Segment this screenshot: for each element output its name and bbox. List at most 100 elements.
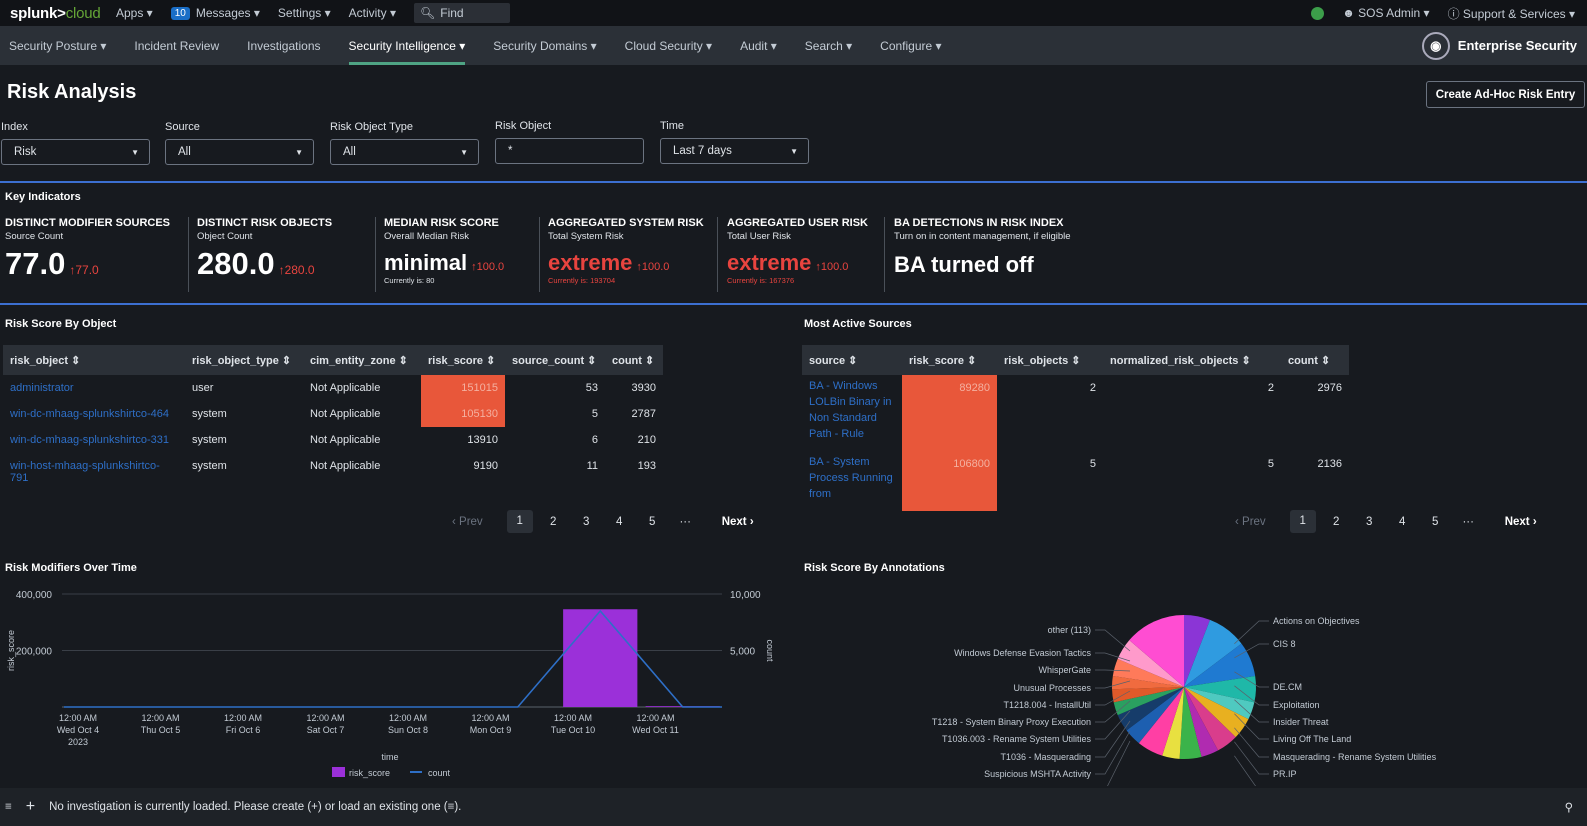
col-risk-score[interactable]: risk_score ⇕ bbox=[902, 345, 997, 375]
x-tick-label: 12:00 AM Wed Oct 11 bbox=[632, 713, 679, 735]
pie-leader-line bbox=[1095, 669, 1131, 672]
messages-menu[interactable]: 10 Messages ▾ bbox=[170, 6, 260, 20]
kpi-current: Currently is: 167376 bbox=[727, 276, 795, 285]
nav-investigations[interactable]: Investigations bbox=[247, 38, 321, 53]
col-count[interactable]: count ⇕ bbox=[605, 345, 663, 375]
risk-score-cell: 9190 bbox=[473, 460, 498, 472]
col-normalized-risk-objects[interactable]: normalized_risk_objects ⇕ bbox=[1103, 345, 1281, 375]
kpi-value-wrap: minimal ↑100.0 bbox=[384, 250, 504, 276]
add-icon[interactable]: + bbox=[25, 798, 36, 815]
nav-security-intelligence[interactable]: Security Intelligence ▾ bbox=[335, 26, 480, 65]
col-risk-object-type[interactable]: risk_object_type ⇕ bbox=[185, 345, 303, 375]
prev-page-button[interactable]: ‹ Prev bbox=[452, 515, 483, 528]
page-1-button[interactable]: 1 bbox=[506, 510, 533, 533]
col-count[interactable]: count ⇕ bbox=[1281, 345, 1349, 375]
cell: 5 bbox=[1089, 458, 1096, 470]
page-5-button[interactable]: 5 bbox=[1431, 515, 1439, 528]
source-link[interactable]: BA - System Process Running from bbox=[809, 456, 893, 500]
next-page-button[interactable]: Next › bbox=[721, 515, 754, 528]
table-row: administrator user Not Applicable 151015… bbox=[3, 375, 663, 401]
risk-object-input[interactable]: * bbox=[495, 138, 644, 164]
more-pages[interactable]: ··· bbox=[1462, 515, 1474, 528]
col-risk-object[interactable]: risk_object ⇕ bbox=[3, 345, 185, 375]
apps-menu[interactable]: Apps ▾ bbox=[116, 6, 153, 20]
kpi-distinct-risk-objects[interactable]: DISTINCT RISK OBJECTS Object Count 280.0… bbox=[197, 217, 332, 295]
activity-menu[interactable]: Activity ▾ bbox=[348, 6, 396, 20]
risk-score-cell: 105130 bbox=[421, 401, 505, 427]
cell: 5 bbox=[1267, 458, 1274, 470]
kpi-ba-detections[interactable]: BA DETECTIONS IN RISK INDEX Turn on in c… bbox=[894, 217, 1071, 295]
legend-swatch-risk-score bbox=[332, 767, 345, 777]
settings-menu[interactable]: Settings ▾ bbox=[277, 6, 331, 20]
pie-slice bbox=[1184, 675, 1256, 703]
cell: 2 bbox=[1267, 382, 1274, 394]
page-2-button[interactable]: 2 bbox=[549, 515, 557, 528]
source-select[interactable]: All ▼ bbox=[165, 139, 314, 165]
cell: 210 bbox=[637, 434, 656, 446]
zoom-icon[interactable]: ⚲ bbox=[1564, 802, 1573, 814]
page-3-button[interactable]: 3 bbox=[582, 515, 590, 528]
nav-security-domains[interactable]: Security Domains ▾ bbox=[493, 38, 597, 53]
kpi-median-risk-score[interactable]: MEDIAN RISK SCORE Overall Median Risk mi… bbox=[384, 217, 504, 295]
index-select[interactable]: Risk ▼ bbox=[1, 139, 150, 165]
risk-object-pager: ‹ Prev 1 2 3 4 5 ··· Next › bbox=[452, 510, 754, 533]
more-pages[interactable]: ··· bbox=[679, 515, 691, 528]
user-menu[interactable]: ☻ SOS Admin ▾ bbox=[1342, 6, 1429, 20]
prev-label: Prev bbox=[459, 515, 483, 528]
kpi-aggregated-system-risk[interactable]: AGGREGATED SYSTEM RISK Total System Risk… bbox=[548, 217, 704, 295]
col-risk-objects[interactable]: risk_objects ⇕ bbox=[997, 345, 1103, 375]
prev-page-button[interactable]: ‹ Prev bbox=[1235, 515, 1266, 528]
kpi-aggregated-user-risk[interactable]: AGGREGATED USER RISK Total User Risk ext… bbox=[727, 217, 868, 295]
nav-incident-review[interactable]: Incident Review bbox=[134, 38, 220, 53]
next-page-button[interactable]: Next › bbox=[1504, 515, 1537, 528]
page-4-button[interactable]: 4 bbox=[1398, 515, 1406, 528]
nav-cloud-security[interactable]: Cloud Security ▾ bbox=[624, 38, 713, 53]
risk-object-link[interactable]: win-dc-mhaag-splunkshirtco-331 bbox=[10, 434, 169, 446]
pie-leader-line bbox=[1234, 685, 1269, 706]
health-status-icon[interactable] bbox=[1311, 6, 1325, 20]
find-input[interactable]: 🔍︎ Find bbox=[414, 3, 510, 23]
col-source-count[interactable]: source_count ⇕ bbox=[505, 345, 605, 375]
page-3-button[interactable]: 3 bbox=[1365, 515, 1373, 528]
page-2-button[interactable]: 2 bbox=[1332, 515, 1340, 528]
pie-label: T1036.003 - Rename System Utilities bbox=[942, 734, 1092, 744]
kpi-subtitle: Turn on in content management, if eligib… bbox=[894, 231, 1071, 242]
pie-label: Exploitation bbox=[1273, 700, 1320, 710]
search-icon: 🔍︎ bbox=[420, 6, 436, 20]
x-tick-label: 12:00 AM Thu Oct 5 bbox=[141, 713, 181, 735]
source-link[interactable]: BA - Windows LOLBin Binary in Non Standa… bbox=[809, 380, 892, 440]
page-5-button[interactable]: 5 bbox=[648, 515, 656, 528]
pie-leader-line bbox=[1234, 755, 1256, 786]
nav-audit[interactable]: Audit ▾ bbox=[740, 38, 777, 53]
col-source[interactable]: source ⇕ bbox=[802, 345, 902, 375]
user-icon: ☻ bbox=[1342, 6, 1355, 20]
col-cim-entity-zone[interactable]: cim_entity_zone ⇕ bbox=[303, 345, 421, 375]
kpi-subtitle: Total System Risk bbox=[548, 231, 624, 242]
risk-object-link[interactable]: win-host-mhaag-splunkshirtco-791 bbox=[10, 460, 160, 484]
risk-object-link[interactable]: administrator bbox=[10, 382, 74, 394]
splunk-logo[interactable]: splunk>cloud bbox=[0, 5, 116, 22]
messages-label: Messages ▾ bbox=[195, 6, 260, 20]
nav-configure[interactable]: Configure ▾ bbox=[880, 38, 942, 53]
line-count bbox=[64, 609, 722, 708]
cell: 2976 bbox=[1317, 382, 1342, 394]
support-menu[interactable]: ⓘ Support & Services ▾ bbox=[1448, 5, 1575, 22]
time-range-picker[interactable]: Last 7 days ▼ bbox=[660, 138, 809, 164]
cell: Not Applicable bbox=[310, 434, 381, 446]
cell: Not Applicable bbox=[310, 408, 381, 420]
create-adhoc-risk-entry-button[interactable]: Create Ad-Hoc Risk Entry bbox=[1426, 81, 1585, 108]
page-4-button[interactable]: 4 bbox=[615, 515, 623, 528]
pie-label: Suspicious MSHTA Activity bbox=[984, 769, 1091, 779]
kpi-distinct-modifier-sources[interactable]: DISTINCT MODIFIER SOURCES Source Count 7… bbox=[5, 217, 170, 295]
nav-security-posture[interactable]: Security Posture ▾ bbox=[9, 38, 107, 53]
risk-score-cell: 151015 bbox=[421, 375, 505, 401]
pie-label: Windows Defense Evasion Tactics bbox=[954, 648, 1091, 658]
nav-search[interactable]: Search ▾ bbox=[804, 38, 853, 53]
menu-icon[interactable]: ≡ bbox=[5, 801, 12, 813]
risk-object-link[interactable]: win-dc-mhaag-splunkshirtco-464 bbox=[10, 408, 169, 420]
col-risk-score[interactable]: risk_score ⇕ bbox=[421, 345, 505, 375]
pie-slice bbox=[1126, 687, 1184, 744]
risk-object-type-select[interactable]: All ▼ bbox=[330, 139, 479, 165]
page-1-button[interactable]: 1 bbox=[1289, 510, 1316, 533]
